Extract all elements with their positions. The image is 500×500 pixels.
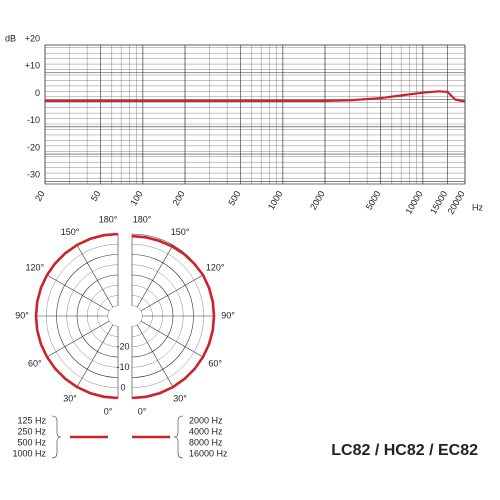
- spoke: [140, 320, 204, 358]
- x-tick-label: 20000: [446, 189, 467, 216]
- angle-label: 150°: [61, 227, 80, 237]
- x-tick-label: 2000: [308, 189, 327, 211]
- angle-label: 180°: [99, 214, 118, 224]
- radius-label: -20: [116, 341, 129, 351]
- angle-label: 60°: [208, 358, 222, 368]
- legend-label: 500 Hz: [17, 437, 46, 447]
- angle-label: 150°: [171, 227, 190, 237]
- y-tick-label: +20: [25, 33, 40, 43]
- angle-label: 0°: [138, 406, 147, 416]
- radius-label: 0: [120, 382, 125, 392]
- y-tick-label: -20: [27, 142, 40, 152]
- spoke: [136, 244, 174, 308]
- legend-label: 1000 Hz: [12, 448, 46, 458]
- spoke: [140, 274, 204, 312]
- response-line: [45, 90, 466, 103]
- angle-label: 60°: [28, 358, 42, 368]
- x-tick-label: 1000: [266, 189, 285, 211]
- x-axis-label: Hz: [472, 202, 483, 212]
- spoke: [76, 324, 114, 388]
- x-tick-label: 10000: [403, 189, 424, 216]
- y-tick-label: -10: [27, 115, 40, 125]
- x-tick-label: 20: [33, 189, 47, 203]
- y-axis-label: dB: [5, 33, 16, 43]
- angle-label: 30°: [173, 394, 187, 404]
- y-tick-label: -30: [27, 170, 40, 180]
- spoke: [136, 324, 174, 388]
- radius-label: -10: [116, 362, 129, 372]
- angle-label: 120°: [26, 262, 45, 272]
- product-title: LC82 / HC82 / EC82: [331, 442, 478, 459]
- x-tick-label: 200: [171, 189, 187, 207]
- legend-label: 4000 Hz: [189, 426, 223, 436]
- spoke: [46, 274, 110, 312]
- plot-frame: [44, 44, 466, 185]
- legend-brace: [51, 415, 62, 459]
- x-tick-label: 100: [128, 189, 144, 207]
- legend-label: 16000 Hz: [189, 448, 228, 458]
- x-tick-label: 50: [89, 189, 103, 203]
- legend-label: 125 Hz: [17, 415, 46, 425]
- angle-label: 90°: [15, 310, 29, 320]
- x-tick-label: 500: [226, 189, 242, 207]
- x-tick-label: 5000: [364, 189, 383, 211]
- angle-label: 90°: [221, 310, 235, 320]
- legend-label: 250 Hz: [17, 426, 46, 436]
- spoke: [76, 244, 114, 308]
- spoke: [46, 320, 110, 358]
- legend-label: 8000 Hz: [189, 437, 223, 447]
- minor-ring: [107, 305, 119, 327]
- angle-label: 0°: [104, 406, 113, 416]
- angle-label: 30°: [63, 394, 77, 404]
- angle-label: 120°: [206, 262, 225, 272]
- y-tick-label: +10: [25, 61, 40, 71]
- minor-ring: [131, 305, 143, 327]
- y-tick-label: 0: [35, 88, 40, 98]
- legend-brace: [173, 415, 184, 459]
- polar-curve: [131, 234, 216, 400]
- polar-curve: [34, 232, 119, 400]
- angle-label: 180°: [133, 214, 152, 224]
- legend-label: 2000 Hz: [189, 415, 223, 425]
